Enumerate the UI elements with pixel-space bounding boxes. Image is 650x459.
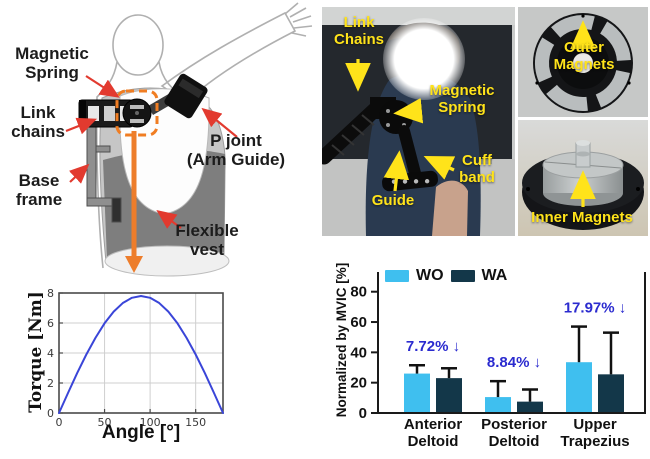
photo-label-inner-magnets: Inner Magnets	[531, 209, 633, 226]
bar-y-tick-label: 40	[350, 344, 367, 361]
photo-label-arrows	[345, 20, 596, 207]
legend: WO WA	[385, 267, 507, 285]
y-tick-label: 4	[47, 347, 54, 360]
legend-swatch-wo	[385, 270, 409, 282]
reduction-annotation: 8.84% ↓	[487, 354, 541, 371]
torque-curve	[58, 295, 224, 414]
torque-angle-chart: 0 50 100 150 0 2 4 6 8 Torque [Nm] Angle [°]	[26, 283, 320, 459]
bar-wo-2	[566, 362, 592, 413]
y-tick-label: 8	[47, 287, 54, 300]
exoskeleton-diagram: Magnetic Spring Link chains Base frame P…	[0, 0, 320, 278]
bar-wa-0	[436, 378, 462, 413]
label-p-joint: P joint (Arm Guide)	[186, 131, 286, 170]
y-tick-label: 6	[47, 317, 54, 330]
legend-label-wa: WA	[481, 267, 508, 284]
magnetic-spring-part	[122, 98, 152, 128]
exoskeleton-drawing	[65, 2, 313, 277]
bar-wo-1	[485, 397, 511, 413]
bar-y-axis-label: Normalized by MVIC [%]	[334, 262, 349, 418]
bar-wa-2	[598, 374, 624, 413]
x-tick-label: 0	[56, 416, 63, 429]
label-link-chains: Link chains	[11, 103, 65, 142]
bar-plot-svg: 0 20 40 60 80 7.72% ↓ 8.84% ↓ 17.97% ↓	[350, 272, 646, 422]
label-flexible-vest: Flexible vest	[175, 221, 239, 260]
legend-label-wo: WO	[416, 267, 444, 284]
legend-swatch-wa	[450, 270, 475, 282]
category-label: Upper Trapezius	[560, 416, 630, 450]
bar-axes	[377, 272, 646, 414]
arm-guide-part	[148, 73, 208, 119]
photo-label-cuff-band: Cuff band	[459, 152, 495, 186]
label-base-frame: Base frame	[15, 171, 63, 210]
y-tick-label: 2	[47, 377, 54, 390]
reduction-annotation: 17.97% ↓	[564, 300, 627, 317]
blurred-face	[383, 18, 465, 100]
photo-label-outer-magnets: Outer Magnets	[553, 39, 615, 73]
y-tick-label: 0	[47, 407, 54, 420]
bar-y-tick-label: 0	[359, 405, 367, 422]
bar-y-tick-label: 60	[350, 314, 367, 331]
category-label: Anterior Deltoid	[403, 416, 463, 450]
torque-y-axis-label: Torque [Nm]	[26, 291, 46, 413]
person-outline	[95, 2, 313, 269]
torque-x-axis-label: Angle [°]	[101, 422, 181, 443]
photo-label-link-chains: Link Chains	[333, 14, 384, 48]
device-photos: Link Chains Magnetic Spring Guide Cuff b…	[322, 7, 648, 236]
label-magnetic-spring: Magnetic Spring	[15, 44, 89, 83]
x-tick-label: 150	[185, 416, 206, 429]
photo-drawing	[322, 7, 648, 236]
reduction-annotation: 7.72% ↓	[406, 338, 460, 355]
bar-wo-0	[404, 373, 430, 413]
mvic-bar-chart: 0 20 40 60 80 7.72% ↓ 8.84% ↓ 17.97% ↓ Normaliz…	[330, 245, 650, 459]
photo-label-guide: Guide	[371, 192, 415, 209]
x-tick-label: 50	[98, 416, 112, 429]
gravity-line	[125, 131, 143, 273]
bar-wa-1	[517, 401, 543, 413]
photo-label-magnetic-spring: Magnetic Spring	[429, 82, 495, 116]
bar-y-tick-label: 80	[350, 284, 367, 301]
bar-y-tick-label: 20	[350, 375, 367, 392]
torque-plot-svg: 0 50 100 150 0 2 4 6 8	[47, 287, 224, 429]
label-arrows	[65, 75, 238, 229]
x-tick-label: 100	[140, 416, 161, 429]
category-label: Posterior Deltoid	[481, 416, 547, 450]
